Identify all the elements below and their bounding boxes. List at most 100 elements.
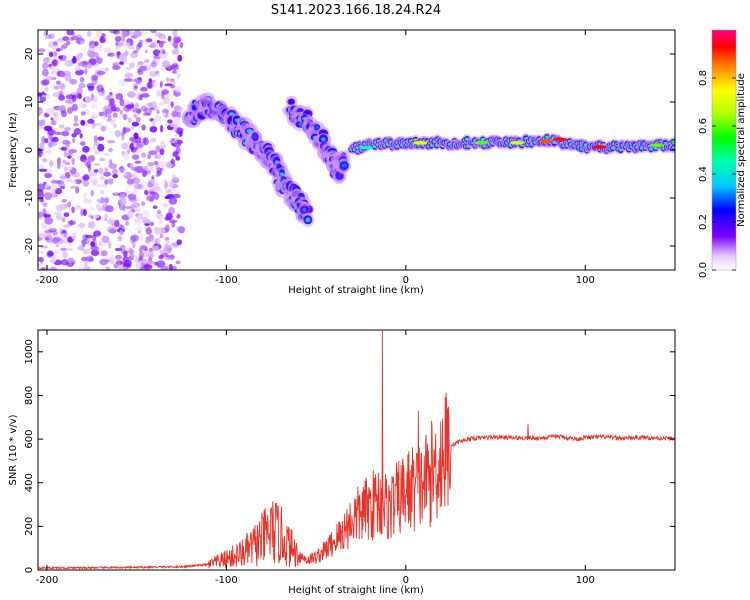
spectrogram-noise-blob xyxy=(67,155,72,159)
spectrogram-noise-blob xyxy=(154,70,160,75)
spectrogram-noise-blob xyxy=(114,254,123,260)
spectrogram-noise-blob xyxy=(105,108,113,115)
spectrogram-noise-blob xyxy=(79,223,86,228)
spectrogram-noise-blob xyxy=(86,255,94,262)
spectrogram-noise-blob xyxy=(61,130,70,137)
spectrogram-noise-blob xyxy=(147,162,155,167)
spectrogram-noise-blob xyxy=(149,260,155,265)
spectrogram-x-label: Height of straight line (km) xyxy=(288,285,424,296)
spectrogram-noise-blob xyxy=(78,266,87,270)
spectrogram-noise-blob xyxy=(135,213,139,217)
spectrogram-noise-blob xyxy=(147,154,152,160)
spectrogram-noise-blob xyxy=(166,93,174,99)
spectrogram-noise-blob xyxy=(103,46,112,54)
spectrogram-hotspot xyxy=(538,139,553,144)
spectrogram-noise-blob xyxy=(82,61,90,65)
spectrogram-y-tick-label: 10 xyxy=(24,96,35,109)
spectrogram-noise-blob xyxy=(159,161,168,168)
spectrogram-noise-blob xyxy=(171,265,177,270)
spectrogram-noise-blob xyxy=(146,81,154,89)
spectrogram-noise-blob xyxy=(80,141,86,146)
spectrogram-noise-blob xyxy=(155,145,161,153)
spectrogram-noise-blob xyxy=(44,87,49,92)
spectrogram-noise-blob xyxy=(60,259,69,266)
spectrogram-hotspot xyxy=(359,145,374,150)
spectrogram-noise-blob xyxy=(175,157,181,161)
spectrogram-noise-blob xyxy=(69,180,77,184)
spectrogram-noise-blob xyxy=(134,160,142,164)
spectrogram-noise-blob xyxy=(148,150,158,156)
spectrogram-noise-blob xyxy=(50,84,56,90)
spectrogram-noise-blob xyxy=(38,125,43,130)
spectrogram-noise-blob xyxy=(58,55,64,60)
spectrogram-noise-blob xyxy=(76,93,82,99)
spectrogram-noise-blob xyxy=(158,227,166,234)
spectrogram-noise-blob xyxy=(112,30,120,35)
spectrogram-noise-blob xyxy=(114,93,122,100)
spectrogram-noise-blob xyxy=(38,257,44,262)
spectrogram-noise-blob xyxy=(67,106,73,115)
spectrogram-noise-blob xyxy=(61,217,66,223)
spectrogram-noise-blob xyxy=(52,59,58,66)
spectrogram-noise-blob xyxy=(158,254,164,260)
spectrogram-noise-blob xyxy=(160,124,164,133)
spectrogram-noise-blob xyxy=(96,70,106,76)
spectrogram-noise-blob xyxy=(77,54,83,59)
spectrogram-noise-blob xyxy=(60,45,64,52)
spectrogram-noise-blob xyxy=(176,72,181,79)
spectrogram-noise-blob xyxy=(102,113,107,121)
spectrogram-noise-blob xyxy=(171,173,176,179)
spectrogram-noise-blob xyxy=(98,111,105,117)
spectrogram-noise-blob xyxy=(100,250,108,257)
spectrogram-noise-blob xyxy=(161,89,170,95)
spectrogram-noise-blob xyxy=(145,38,153,43)
spectrogram-noise-blob xyxy=(52,180,61,184)
spectrogram-noise-blob xyxy=(55,131,63,136)
spectrogram-noise-blob xyxy=(41,266,46,270)
spectrogram-y-tick-label: 0 xyxy=(24,147,35,153)
spectrogram-noise-blob xyxy=(75,34,82,39)
spectrogram-noise-blob xyxy=(137,70,144,76)
spectrogram-noise-blob xyxy=(167,119,173,124)
spectrogram-noise-blob xyxy=(129,235,136,243)
spectrogram-noise-blob xyxy=(150,236,158,244)
spectrogram-noise-blob xyxy=(122,114,128,121)
spectrogram-noise-blob xyxy=(71,232,77,240)
spectrogram-noise-blob xyxy=(62,159,66,164)
spectrogram-noise-blob xyxy=(76,87,83,95)
spectrogram-noise-blob xyxy=(135,207,141,213)
spectrogram-noise-blob xyxy=(150,42,155,48)
spectrogram-noise-blob xyxy=(38,192,45,198)
colorbar-tick-label: 0.4 xyxy=(698,166,709,182)
spectrogram-noise-blob xyxy=(132,83,138,91)
spectrogram-noise-blob xyxy=(149,70,157,77)
spectrogram-noise-blob xyxy=(116,39,124,48)
spectrogram-hotspot xyxy=(553,137,568,142)
spectrogram-noise-blob xyxy=(47,251,54,257)
spectrogram-noise-blob xyxy=(149,126,158,133)
spectrogram-noise-blob xyxy=(43,125,53,132)
spectrogram-noise-blob xyxy=(153,192,160,201)
spectrogram-noise-blob xyxy=(125,220,130,227)
spectrogram-noise-blob xyxy=(118,224,123,229)
spectrogram-noise-blob xyxy=(164,243,169,250)
spectrogram-noise-blob xyxy=(42,62,49,69)
spectrogram-noise-blob xyxy=(38,263,41,268)
spectrogram-noise-blob xyxy=(82,208,87,217)
spectrogram-noise-blob xyxy=(87,221,96,229)
spectrogram-noise-blob xyxy=(137,184,145,191)
spectrogram-noise-blob xyxy=(176,106,184,112)
spectrogram-noise-blob xyxy=(79,40,86,45)
spectrogram-noise-blob xyxy=(67,152,73,156)
spectrogram-noise-blob xyxy=(107,140,116,144)
spectrogram-noise-blob xyxy=(140,201,146,206)
spectrogram-noise-blob xyxy=(38,211,44,218)
spectrogram-noise-blob xyxy=(48,142,54,148)
spectrogram-noise-blob xyxy=(134,183,143,190)
spectrogram-noise-blob xyxy=(86,31,92,37)
spectrogram-noise-blob xyxy=(41,94,46,98)
spectrogram-noise-blob xyxy=(151,245,160,252)
spectrogram-noise-blob xyxy=(97,143,105,152)
spectrogram-noise-blob xyxy=(159,167,164,171)
snr-frame xyxy=(37,329,676,571)
